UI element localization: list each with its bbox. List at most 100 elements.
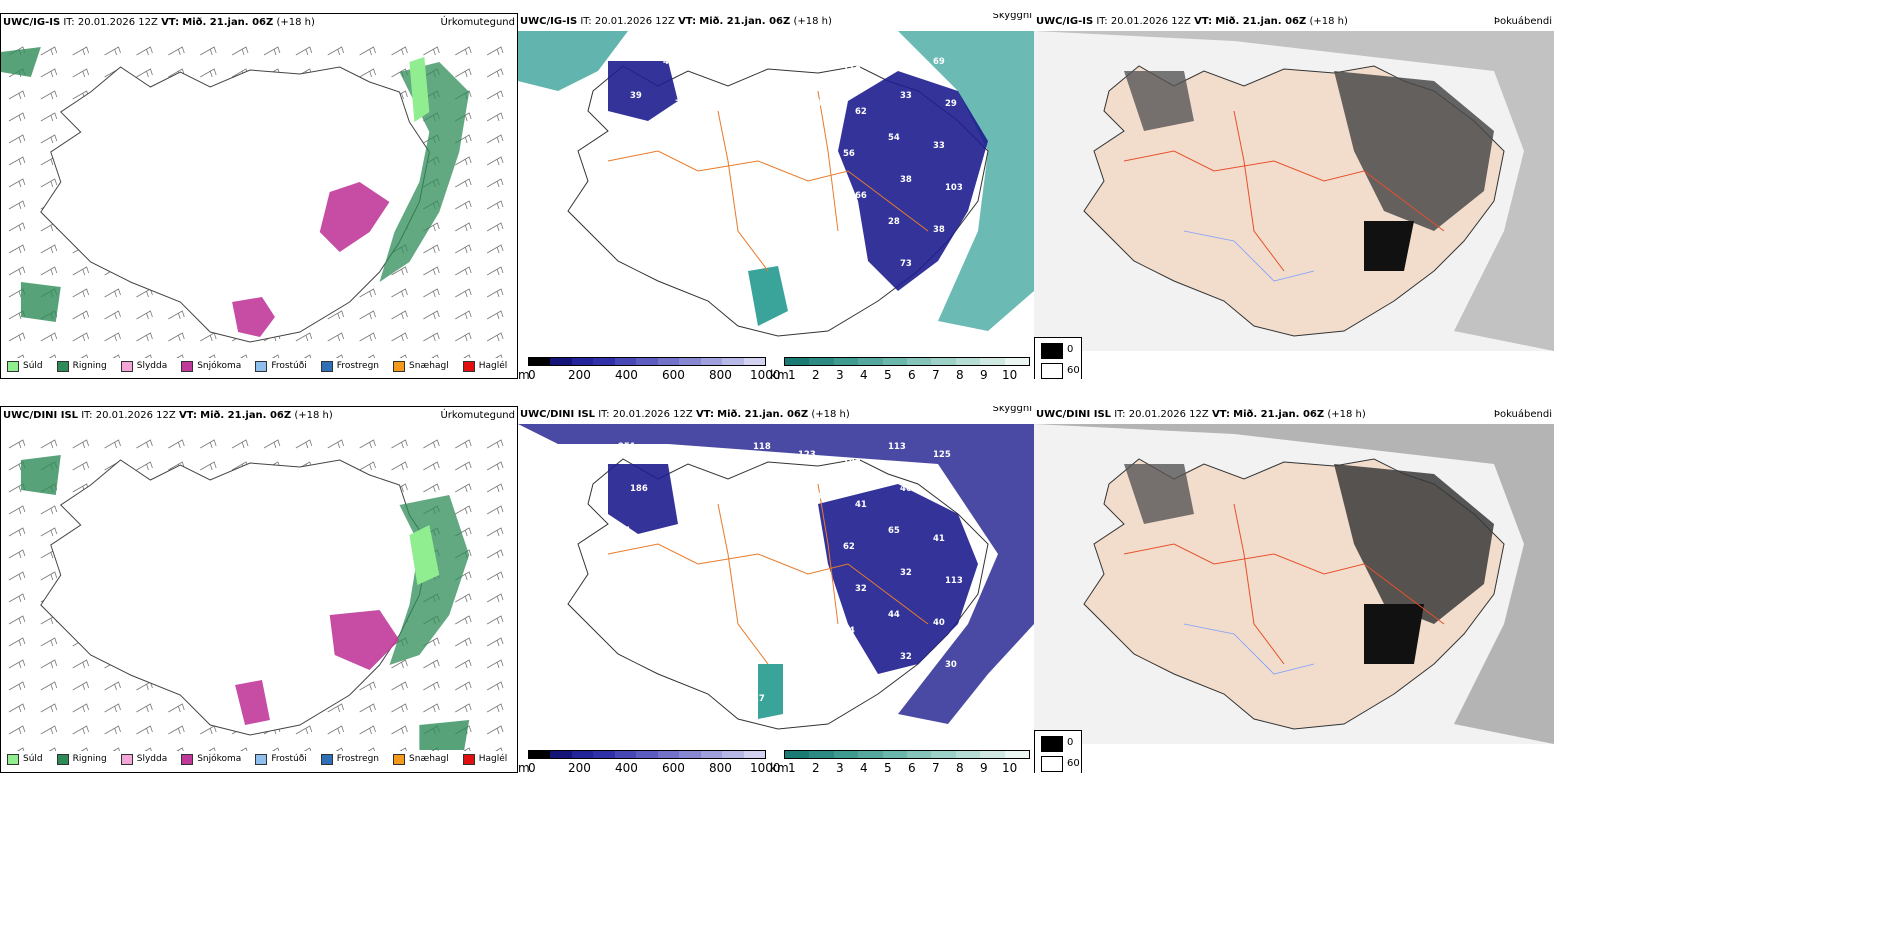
ceiling-value-label: 31	[798, 702, 810, 712]
wind-barb	[200, 725, 217, 735]
wind-barb	[455, 200, 472, 210]
wind-barb	[72, 46, 90, 56]
ceiling-value-label: 125	[933, 450, 951, 460]
legend-item: Slydda	[120, 753, 167, 765]
panel-header: UWC/IG-IS IT: 20.01.2026 12Z VT: Mið. 21…	[1, 14, 517, 32]
ceiling-value-label: 136	[720, 500, 738, 510]
ceiling-value-label: 69	[933, 57, 945, 67]
wind-barb	[486, 112, 504, 122]
ceiling-value-label: 37	[720, 275, 732, 285]
wind-barb	[72, 461, 90, 471]
wind-barb	[455, 637, 472, 647]
wind-barb	[423, 46, 440, 56]
ceiling-value-label: 29	[708, 626, 720, 636]
wind-barb	[391, 439, 408, 449]
model-name: UWC/IG-IS	[520, 16, 578, 27]
wind-barb	[399, 747, 407, 751]
wind-barb	[200, 461, 217, 471]
wind-barb	[391, 461, 408, 471]
ceiling-value-label: 169	[753, 49, 771, 59]
ceiling-value-label: 27	[720, 668, 732, 678]
panel-title: Skyggni	[992, 406, 1032, 414]
wind-barb	[168, 703, 185, 713]
wind-barb	[359, 68, 376, 78]
wind-barb	[486, 222, 504, 232]
wind-barb	[8, 571, 26, 581]
ceiling-value-label: 28	[888, 217, 900, 227]
wind-barb	[8, 549, 26, 559]
cloud-map: 48 44 59 169 165 110 178 69 39 74 41 60 38 62 33 29 70 69…	[518, 31, 1034, 341]
wind-barb	[40, 244, 58, 254]
wind-barb	[136, 332, 153, 342]
wind-barb	[486, 332, 504, 342]
wind-barb	[136, 46, 153, 56]
wind-barb	[455, 615, 472, 625]
lead-time: (+18 h)	[276, 17, 315, 28]
ceiling-value-label: 38	[675, 660, 687, 670]
wind-barb	[359, 725, 376, 735]
ceiling-value-label: 38	[900, 175, 912, 185]
wind-barb	[486, 156, 504, 166]
wind-barb	[486, 637, 504, 647]
ceiling-value-label: 58	[663, 450, 675, 460]
wind-barb	[423, 244, 440, 254]
wind-barb	[104, 332, 121, 342]
legend-item: Haglél	[462, 753, 507, 765]
ceiling-value-label: 30	[765, 259, 777, 269]
wind-barb	[40, 439, 58, 449]
wind-barb	[40, 681, 58, 691]
fog-map	[1034, 424, 1554, 744]
ceiling-value-label: 62	[843, 542, 855, 552]
ceiling-value-label: 118	[753, 442, 771, 452]
wind-barb	[8, 681, 26, 691]
wind-barb	[295, 439, 313, 449]
wind-barb	[80, 747, 89, 751]
wind-barb	[200, 332, 217, 342]
wind-barb	[455, 46, 472, 56]
ceiling-value-label: 38	[810, 99, 822, 109]
wind-barb	[8, 134, 26, 144]
ceiling-value-label: 30	[945, 660, 957, 670]
model-name: UWC/IG-IS	[3, 17, 61, 28]
wind-barb	[359, 288, 376, 298]
legend-item: Rigning	[56, 753, 107, 765]
wind-barb	[495, 747, 503, 751]
wind-barb	[8, 615, 26, 625]
fog-scale: 0 60	[1034, 730, 1082, 773]
wind-barb	[8, 156, 26, 166]
wind-barb	[8, 725, 26, 735]
wind-barb	[231, 439, 249, 449]
panel-title: Úrkomutegund	[440, 410, 515, 421]
panel-title: Úrkomutegund	[440, 17, 515, 28]
ceiling-value-label: 47	[753, 133, 765, 143]
wind-barb	[136, 461, 153, 471]
wind-barb	[486, 439, 504, 449]
ceiling-value-label: 28	[843, 233, 855, 243]
wind-barb	[16, 747, 25, 751]
panel-title: Þokuábendi	[1493, 16, 1552, 27]
ceiling-value-label: 38	[765, 652, 777, 662]
wind-barb	[423, 703, 440, 713]
wind-barb	[112, 747, 120, 751]
fog-panel-row1: UWC/IG-IS IT: 20.01.2026 12Z VT: Mið. 21…	[1034, 13, 1554, 379]
legend-item: Snjókoma	[181, 753, 241, 765]
ceiling-value-label: 27	[630, 568, 642, 578]
ceiling-value-label: 74	[843, 626, 855, 636]
precip-panel-row1: UWC/IG-IS IT: 20.01.2026 12Z VT: Mið. 21…	[0, 13, 518, 379]
wind-barb	[40, 571, 58, 581]
ceiling-value-label: 57	[663, 534, 675, 544]
wind-barb	[8, 703, 26, 713]
wind-barb	[391, 266, 408, 276]
wind-barb	[8, 90, 26, 100]
wind-barb	[486, 310, 504, 320]
ceiling-value-label: 46	[855, 668, 867, 678]
ceiling-value-label: 161	[708, 458, 726, 468]
ceiling-value-label: 57	[945, 492, 957, 502]
wind-barb	[486, 461, 504, 471]
wind-barb	[8, 178, 26, 188]
wind-barb	[486, 46, 504, 56]
wind-barb	[431, 354, 439, 358]
ceiling-value-label: 54	[888, 133, 900, 143]
model-name: UWC/DINI ISL	[520, 409, 596, 420]
ceiling-value-label: 165	[798, 57, 816, 67]
